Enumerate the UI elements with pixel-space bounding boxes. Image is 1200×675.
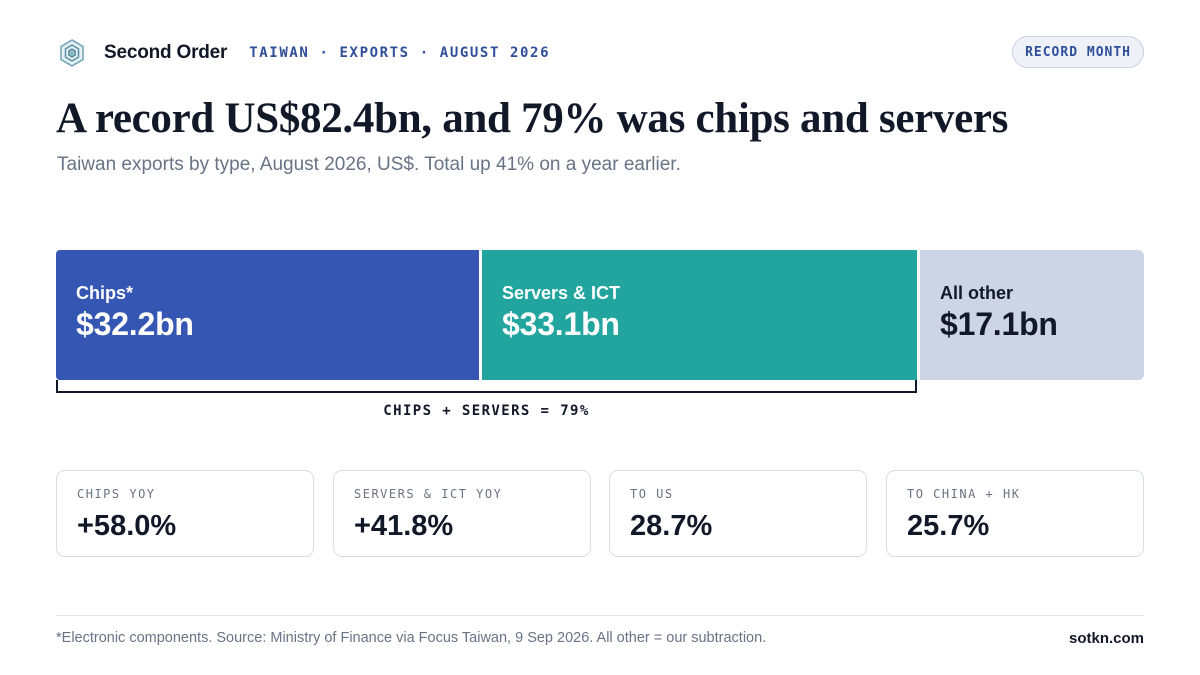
bar-segment-value: $17.1bn — [940, 306, 1058, 342]
kicker: TAIWAN · EXPORTS · AUGUST 2026 — [249, 45, 551, 61]
bar-segment-value: $32.2bn — [76, 306, 194, 342]
stat-card-chips-yoy: CHIPS YOY +58.0% — [56, 470, 314, 557]
bar-segment-0: Chips* $32.2bn — [56, 250, 479, 380]
bar-segment-1: Servers & ICT $33.1bn — [482, 250, 917, 380]
bar-segment-label: Servers & ICT — [502, 283, 621, 303]
chips-servers-bracket — [56, 380, 917, 393]
stat-value: +41.8% — [354, 510, 454, 542]
stat-value: +58.0% — [77, 510, 177, 542]
stat-card-to-china-hk: TO CHINA + HK 25.7% — [886, 470, 1144, 557]
stat-label: TO CHINA + HK — [907, 487, 1021, 501]
stat-value: 25.7% — [907, 510, 990, 542]
bar-segment-2: All other $17.1bn — [920, 250, 1144, 380]
stat-card-servers-yoy: SERVERS & ICT YOY +41.8% — [333, 470, 591, 557]
record-month-badge: RECORD MONTH — [1012, 36, 1144, 68]
source-footnote: *Electronic components. Source: Ministry… — [56, 630, 767, 646]
header: Second Order TAIWAN · EXPORTS · AUGUST 2… — [56, 34, 1144, 72]
bar-segment-value: $33.1bn — [502, 306, 620, 342]
brand-name: Second Order — [104, 42, 228, 63]
bar-segment-label: Chips* — [76, 283, 134, 303]
layered-hexagon-icon — [56, 37, 88, 69]
page-title: A record US$82.4bn, and 79% was chips an… — [56, 95, 1009, 142]
page-subtitle: Taiwan exports by type, August 2026, US$… — [57, 154, 681, 175]
stat-label: CHIPS YOY — [77, 487, 156, 501]
footer-divider — [56, 615, 1144, 616]
site-link[interactable]: sotkn.com — [1068, 630, 1144, 647]
stat-label: SERVERS & ICT YOY — [354, 487, 503, 501]
stat-cards: CHIPS YOY +58.0% SERVERS & ICT YOY +41.8… — [56, 470, 1144, 557]
stat-label: TO US — [630, 487, 674, 501]
stacked-bar-chart: Chips* $32.2bn Servers & ICT $33.1bn All oth… — [56, 250, 1144, 380]
stat-card-to-us: TO US 28.7% — [609, 470, 867, 557]
stat-value: 28.7% — [630, 510, 713, 542]
chips-servers-share-label: CHIPS + SERVERS = 79% — [383, 403, 590, 419]
bar-segment-label: All other — [940, 283, 1014, 303]
